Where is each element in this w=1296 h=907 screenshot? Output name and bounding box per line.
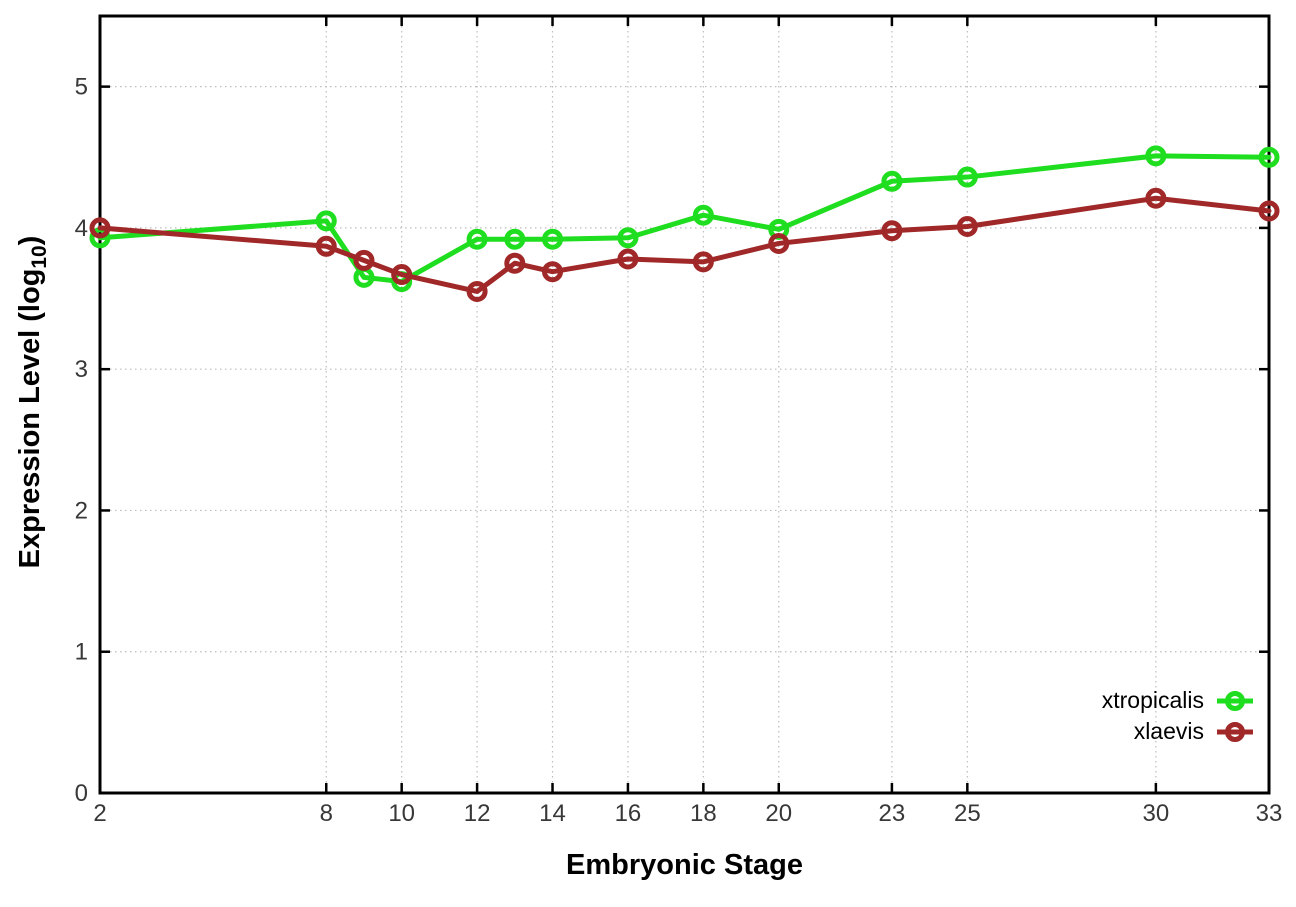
- x-tick-label: 12: [464, 800, 491, 827]
- x-tick-label: 2: [93, 800, 106, 827]
- legend-label: xtropicalis: [1101, 687, 1204, 713]
- data-point-xlaevis: [466, 280, 488, 302]
- x-tick-label: 18: [690, 800, 717, 827]
- y-tick-label: 2: [75, 497, 88, 524]
- data-point-xlaevis: [391, 264, 413, 286]
- data-point-xlaevis: [504, 252, 526, 274]
- x-tick-label: 14: [539, 800, 566, 827]
- data-point-xtropicalis: [881, 170, 903, 192]
- legend-label: xlaevis: [1133, 718, 1204, 744]
- x-axis-title: Embryonic Stage: [566, 849, 803, 881]
- data-point-xlaevis: [768, 232, 790, 254]
- x-tick-label: 20: [765, 800, 792, 827]
- data-point-xlaevis: [1145, 187, 1167, 209]
- y-axis-title-subscript: 10: [27, 245, 51, 269]
- plot-border: [98, 14, 1271, 795]
- legend: xtropicalis xlaevis: [1102, 686, 1256, 746]
- data-point-xlaevis: [617, 248, 639, 270]
- y-tick-label: 4: [75, 215, 88, 242]
- data-point-xtropicalis: [1145, 145, 1167, 167]
- x-tick-label: 23: [879, 800, 906, 827]
- line-point-marker-icon: [1217, 690, 1253, 711]
- y-tick-label: 5: [75, 74, 88, 101]
- x-tick-label: 16: [615, 800, 642, 827]
- y-tick-label: 0: [75, 780, 88, 807]
- data-point-xlaevis: [956, 215, 978, 237]
- legend-item-xtropicalis: xtropicalis: [1102, 686, 1256, 715]
- data-point-xtropicalis: [1258, 146, 1280, 168]
- legend-item-xlaevis: xlaevis: [1134, 717, 1256, 746]
- data-point-xlaevis: [89, 217, 111, 239]
- data-point-xlaevis: [692, 251, 714, 273]
- y-tick-label: 3: [75, 356, 88, 383]
- data-point-xlaevis: [353, 249, 375, 271]
- x-tick-label: 30: [1143, 800, 1170, 827]
- x-tick-label: 10: [388, 800, 415, 827]
- data-point-xtropicalis: [466, 228, 488, 250]
- series-line-xlaevis: [97, 195, 1272, 294]
- x-tick-label: 25: [954, 800, 981, 827]
- data-point-xlaevis: [315, 235, 337, 257]
- y-tick-label: 1: [75, 639, 88, 666]
- y-axis-title-suffix: ): [14, 235, 47, 246]
- x-tick-label: 33: [1256, 800, 1283, 827]
- data-point-xlaevis: [542, 261, 564, 283]
- x-tick-label: 8: [320, 800, 333, 827]
- y-axis-title-text: Expression Level (log: [14, 268, 47, 569]
- y-axis-title: Expression Level (log10): [14, 236, 52, 569]
- data-point-xtropicalis: [692, 204, 714, 226]
- data-point-xtropicalis: [315, 210, 337, 232]
- data-point-xlaevis: [881, 220, 903, 242]
- data-point-xtropicalis: [617, 227, 639, 249]
- data-point-xtropicalis: [504, 228, 526, 250]
- data-point-xtropicalis: [542, 228, 564, 250]
- data-point-xlaevis: [1258, 200, 1280, 222]
- line-point-marker-icon: [1217, 721, 1253, 742]
- data-point-xtropicalis: [956, 166, 978, 188]
